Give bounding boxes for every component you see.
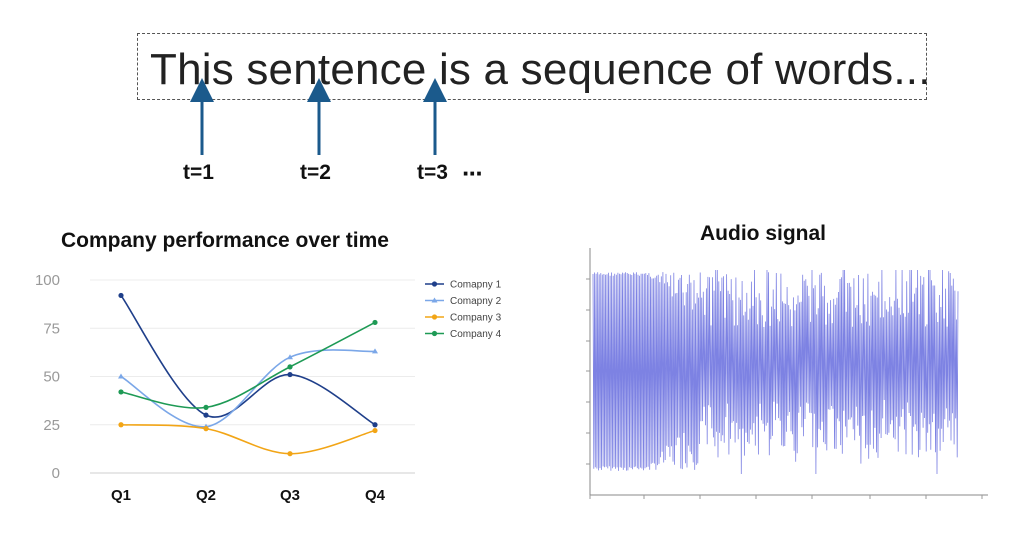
timestep-label-1: t=1 [183,161,214,184]
y-tick-label: 0 [52,465,60,482]
series-line-3 [120,423,376,455]
data-point [287,364,293,370]
y-tick-label: 75 [43,320,60,337]
series-line-4 [120,321,376,409]
y-tick-label: 100 [35,272,60,289]
legend-label: Comapny 2 [450,296,502,307]
legend-marker [431,330,438,337]
data-point [203,426,209,432]
x-tick-label: Q4 [365,487,386,504]
x-tick-label: Q2 [196,487,216,504]
data-point [372,422,378,428]
timestep-ellipsis: ··· [462,158,484,188]
timestep-label-3: t=3 [417,161,448,184]
data-point [287,451,293,457]
y-tick-label: 25 [43,417,60,434]
y-tick-label: 50 [43,369,60,386]
sentence-box [137,33,927,100]
legend-marker [431,297,438,303]
data-point [372,348,378,354]
sequence-sentence: This sentence is a sequence of words... [150,45,931,94]
legend-label: Comapny 1 [450,280,502,291]
data-point [203,404,209,410]
series-line-2 [120,349,376,428]
data-point [372,427,378,434]
legend-label: Company 4 [450,329,502,340]
audio-waveform [592,269,959,475]
data-point [118,422,124,428]
audio-signal-chart [586,248,988,499]
legend-marker [431,314,438,320]
performance-chart-title: Company performance over time [61,229,389,252]
data-point [118,373,124,379]
data-point [118,292,124,299]
performance-line-chart: 0 25 50 75 100 Q1 Q2 Q3 Q4 Comapny 1 Comapny 2 Comp… [35,272,502,504]
data-point [372,319,378,326]
timestep-arrows [190,78,447,155]
legend-label: Company 3 [450,313,502,324]
legend-marker [431,281,438,287]
series-line-1 [120,294,376,426]
audio-chart-title: Audio signal [700,222,826,245]
data-point [118,389,124,395]
timestep-label-2: t=2 [300,161,331,184]
data-point [287,371,293,378]
x-tick-label: Q1 [111,487,131,504]
x-tick-label: Q3 [280,487,300,504]
data-point [287,354,293,360]
data-point [203,412,209,418]
